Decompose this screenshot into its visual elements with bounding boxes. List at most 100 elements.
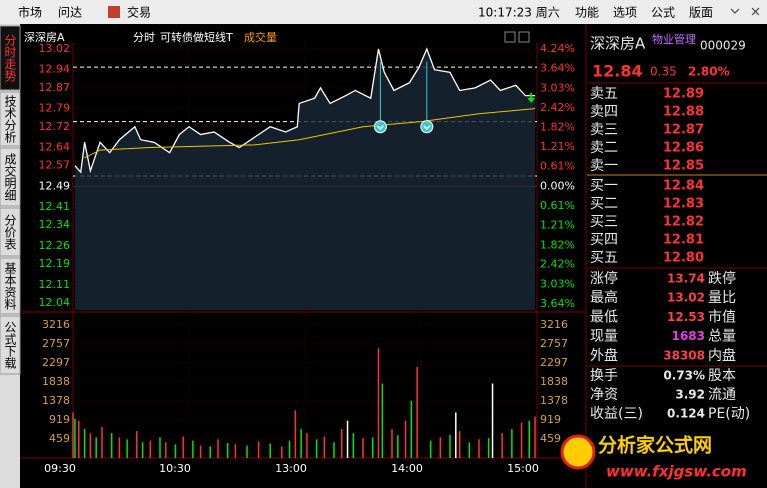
volume-bar <box>246 445 248 458</box>
signal-glyph <box>376 125 384 130</box>
volume-tick-label: 2297 <box>42 356 70 369</box>
dropdown-icon[interactable] <box>730 8 740 14</box>
volume-bar <box>397 435 399 458</box>
volume-bar <box>306 433 308 458</box>
y2-tick-label: 3.03% <box>540 81 575 94</box>
menu-item[interactable]: 功能 <box>575 6 599 20</box>
tab-bg[interactable] <box>0 147 21 207</box>
last-price: 12.84 <box>592 62 643 81</box>
y2-tick-label: 3.03% <box>540 277 575 290</box>
volume-tick-label: 2757 <box>42 337 70 350</box>
code: 000029 <box>700 39 746 53</box>
volume-bar <box>234 444 237 458</box>
book-price: 12.89 <box>663 87 704 102</box>
close-icon[interactable] <box>751 7 760 16</box>
chart-icon[interactable] <box>504 31 516 43</box>
volume-bar <box>315 439 318 458</box>
toolbar-item[interactable]: 交易 <box>127 5 151 20</box>
logo-title: 分析家公式网 <box>598 434 712 457</box>
volume-bar <box>468 442 471 458</box>
y-tick-label: 12.72 <box>39 120 71 133</box>
volume-bar <box>159 437 161 458</box>
tab[interactable]: 基本资料 <box>3 262 17 310</box>
stat-value: 0.73% <box>663 369 705 383</box>
volume-bar <box>149 440 152 458</box>
tab[interactable]: 公式下载 <box>3 321 17 370</box>
stat-label: PE(动) <box>708 406 750 422</box>
x-tick-label: 09:30 <box>44 462 76 475</box>
volume-tick-label-right: 2297 <box>540 356 568 369</box>
volume-bar <box>74 418 76 458</box>
logo: 分析家公式网 www.fxjgsw.com <box>560 434 747 481</box>
volume-bar <box>226 443 229 458</box>
volume-bar <box>192 440 194 458</box>
tab-bg[interactable] <box>0 91 21 147</box>
signal <box>420 120 434 134</box>
volume-bar <box>126 439 128 458</box>
book-label: 卖一 <box>590 158 618 174</box>
y-tick-label: 12.79 <box>39 102 71 115</box>
tab[interactable]: 成交明细 <box>3 153 17 201</box>
tab-bg[interactable] <box>0 25 21 91</box>
chart-icon[interactable] <box>518 31 530 43</box>
book-label: 卖四 <box>590 104 618 120</box>
tab-bg[interactable] <box>0 315 21 375</box>
toolbar: 市场 问达 交易 10:17:23 周六 功能 选项 公式 版面 <box>0 0 767 24</box>
down-arrow <box>527 92 536 103</box>
volume-bar <box>391 429 393 458</box>
y-tick-label: 12.49 <box>39 179 71 192</box>
volume-tick-label-right: 459 <box>540 432 561 445</box>
volume-bar <box>269 443 271 458</box>
y-tick-label: 12.19 <box>39 257 71 270</box>
toolbar-bg <box>0 0 767 24</box>
volume-bar <box>110 433 113 458</box>
stat-value: 12.53 <box>667 310 705 324</box>
volume-bar <box>455 412 457 458</box>
volume-tick-label-right: 1838 <box>540 375 568 388</box>
tab[interactable]: 分价表 <box>3 214 17 250</box>
volume-bar <box>371 437 374 458</box>
stat-label: 换手 <box>590 367 618 384</box>
volume-bar <box>294 410 297 458</box>
tab[interactable]: 分时走势 <box>3 34 17 82</box>
book-price: 12.87 <box>663 123 704 138</box>
volume-bar <box>89 433 92 458</box>
menu-item[interactable]: 公式 <box>651 6 675 20</box>
book-price: 12.82 <box>663 215 704 230</box>
menu-item[interactable]: 版面 <box>689 6 713 20</box>
y-tick-label: 12.26 <box>39 239 71 252</box>
book-price: 12.86 <box>663 141 704 156</box>
menu-item[interactable]: 选项 <box>613 6 637 20</box>
tab[interactable]: 技术分析 <box>3 95 17 144</box>
volume-bar <box>439 437 442 458</box>
volume-bar <box>410 400 413 458</box>
y-tick-label: 12.64 <box>39 140 71 153</box>
book-label: 买三 <box>590 214 618 230</box>
toolbar-item[interactable]: 问达 <box>58 6 82 20</box>
stat-label: 跌停 <box>708 270 736 287</box>
y-tick-label: 12.57 <box>39 159 71 172</box>
y-tick-label: 12.11 <box>39 278 71 291</box>
industry[interactable]: 物业管理 <box>652 32 696 46</box>
tab-bg[interactable] <box>0 207 21 257</box>
volume-bar <box>478 439 480 458</box>
stat-label: 市值 <box>708 308 736 325</box>
x-tick-label: 10:30 <box>159 462 191 475</box>
volume-bar <box>377 348 380 458</box>
stat-label: 流通 <box>708 387 736 403</box>
change-pct: 2.80% <box>688 65 730 79</box>
volume-tick-label-right: 1378 <box>540 394 568 407</box>
volume-bar <box>281 446 283 458</box>
y2-tick-label: 4.24% <box>540 42 575 55</box>
tab-bg[interactable] <box>0 257 21 315</box>
average-line <box>84 108 536 159</box>
stat-value: 13.02 <box>667 291 705 305</box>
volume-bar <box>78 420 80 458</box>
volume-title: 成交量 <box>244 30 277 44</box>
book-label: 卖三 <box>590 122 618 138</box>
toolbar-item[interactable]: 市场 <box>18 5 42 20</box>
stat-label: 涨停 <box>590 270 618 287</box>
book-price: 12.83 <box>663 197 704 212</box>
